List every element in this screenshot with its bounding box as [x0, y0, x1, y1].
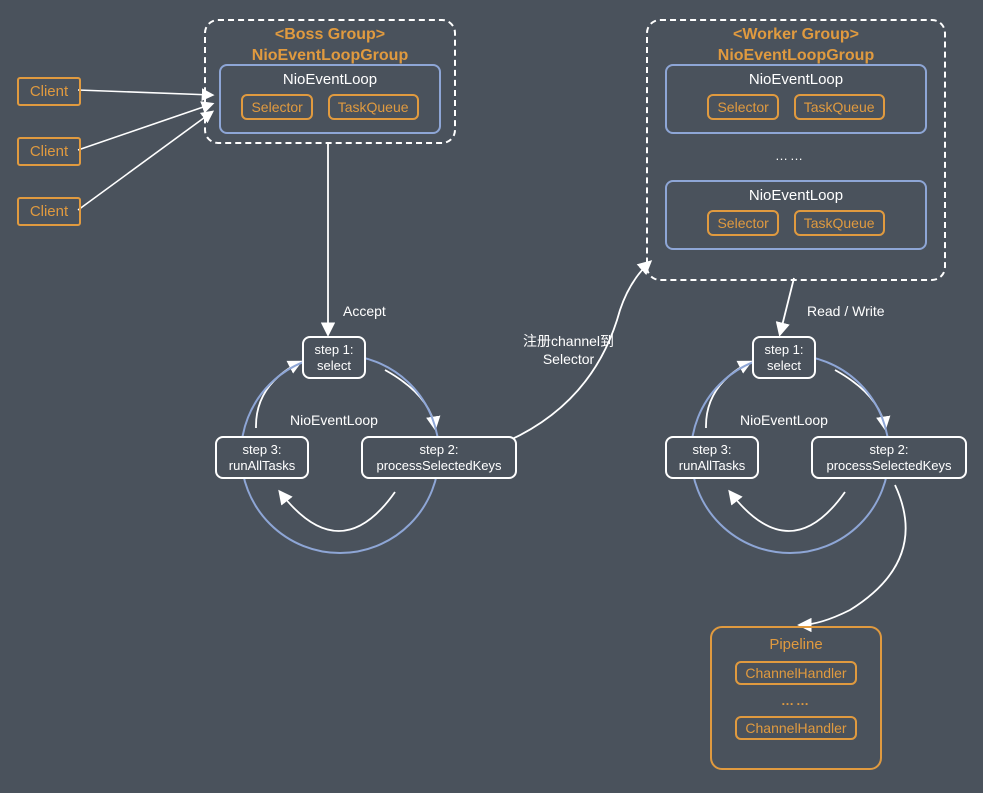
- worker-group-title-2: NioEventLoopGroup: [718, 47, 874, 64]
- register-label-line2: Selector: [543, 351, 594, 367]
- boss-selector-box: Selector: [241, 94, 312, 120]
- worker-step1-line1: step 1:: [764, 342, 803, 357]
- worker-step3: step 3: runAllTasks: [665, 436, 759, 479]
- register-label: 注册channel到 Selector: [523, 332, 614, 368]
- worker-step2: step 2: processSelectedKeys: [811, 436, 967, 479]
- pipeline-handler-1: ChannelHandler: [735, 661, 856, 685]
- worker-cycle-label: NioEventLoop: [740, 412, 828, 428]
- boss-step2: step 2: processSelectedKeys: [361, 436, 517, 479]
- worker-loop2-title: NioEventLoop: [667, 182, 925, 204]
- worker-step2-line2: processSelectedKeys: [826, 458, 951, 473]
- worker-step3-line2: runAllTasks: [679, 458, 745, 473]
- worker-loop2-box: NioEventLoop Selector TaskQueue: [665, 180, 927, 250]
- worker-loop2-selector: Selector: [707, 210, 778, 236]
- worker-step1: step 1: select: [752, 336, 816, 379]
- boss-taskqueue-box: TaskQueue: [328, 94, 419, 120]
- worker-group-title-1: <Worker Group>: [733, 26, 859, 43]
- worker-ellipsis: ……: [775, 148, 805, 163]
- worker-loop1-box: NioEventLoop Selector TaskQueue: [665, 64, 927, 134]
- boss-step1-line2: select: [317, 358, 351, 373]
- accept-label: Accept: [343, 303, 386, 319]
- readwrite-label: Read / Write: [807, 303, 885, 319]
- register-label-line1: 注册channel到: [523, 333, 614, 349]
- pipeline-title: Pipeline: [712, 628, 880, 653]
- pipeline-handler-2: ChannelHandler: [735, 716, 856, 740]
- worker-step1-line2: select: [767, 358, 801, 373]
- boss-cycle-label: NioEventLoop: [290, 412, 378, 428]
- worker-loop1-taskqueue: TaskQueue: [794, 94, 885, 120]
- worker-loop1-title: NioEventLoop: [667, 66, 925, 88]
- worker-loop2-taskqueue: TaskQueue: [794, 210, 885, 236]
- boss-step2-line1: step 2:: [419, 442, 458, 457]
- boss-step3: step 3: runAllTasks: [215, 436, 309, 479]
- boss-loop-title: NioEventLoop: [221, 66, 439, 88]
- pipeline-ellipsis: ……: [712, 693, 880, 708]
- worker-step2-line1: step 2:: [869, 442, 908, 457]
- client-box-2: Client: [17, 137, 81, 166]
- boss-step1-line1: step 1:: [314, 342, 353, 357]
- client-box-1: Client: [17, 77, 81, 106]
- client-box-3: Client: [17, 197, 81, 226]
- boss-group-title-2: NioEventLoopGroup: [252, 47, 408, 64]
- boss-step3-line2: runAllTasks: [229, 458, 295, 473]
- worker-step3-line1: step 3:: [692, 442, 731, 457]
- boss-step3-line1: step 3:: [242, 442, 281, 457]
- boss-loop-box: NioEventLoop Selector TaskQueue: [219, 64, 441, 134]
- boss-step1: step 1: select: [302, 336, 366, 379]
- boss-step2-line2: processSelectedKeys: [376, 458, 501, 473]
- boss-group-title-1: <Boss Group>: [275, 26, 385, 43]
- pipeline-box: Pipeline ChannelHandler …… ChannelHandle…: [710, 626, 882, 770]
- worker-loop1-selector: Selector: [707, 94, 778, 120]
